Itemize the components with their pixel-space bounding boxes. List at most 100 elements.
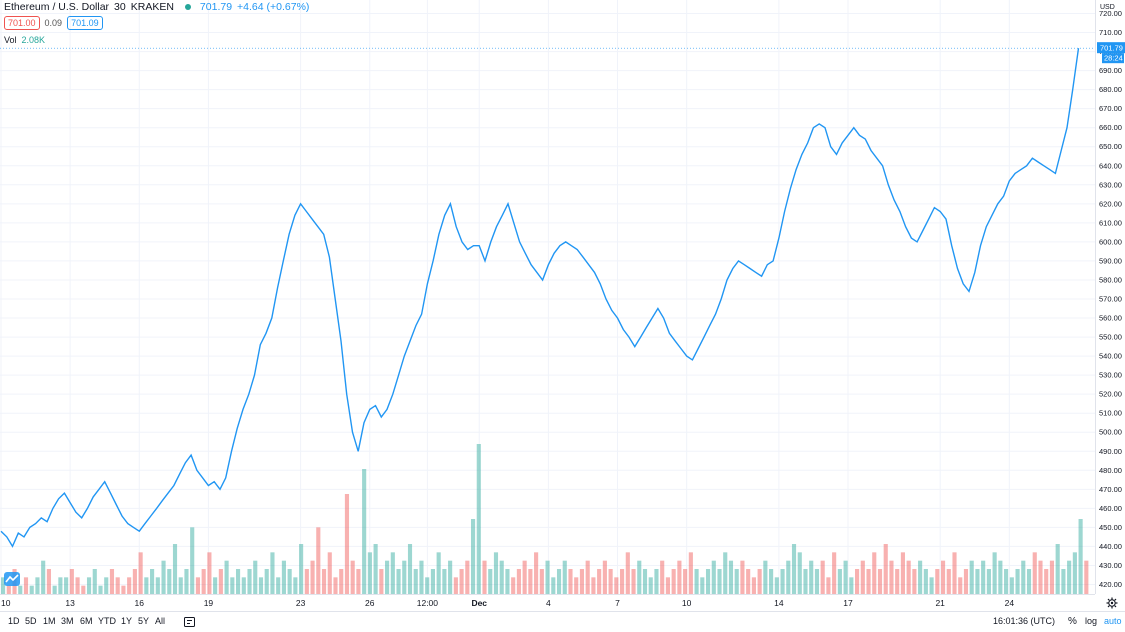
- volume-bar: [631, 569, 636, 594]
- time-tick-label: 10: [1, 598, 11, 608]
- range-5y-button[interactable]: 5Y: [138, 616, 150, 626]
- volume-bar: [29, 585, 34, 594]
- volume-bar: [900, 552, 905, 594]
- volume-bar: [906, 560, 911, 594]
- market-status-icon: [184, 4, 191, 10]
- svg-text:28:24: 28:24: [1104, 54, 1123, 63]
- price-axis[interactable]: 720.00710.00700.00690.00680.00670.00660.…: [1095, 0, 1125, 594]
- interval[interactable]: 30: [114, 1, 126, 13]
- volume-bar: [184, 569, 189, 594]
- volume-bar: [276, 577, 281, 594]
- settings-gear-icon[interactable]: [1106, 597, 1118, 609]
- volume-bar: [746, 569, 751, 594]
- range-6m-button[interactable]: 6M: [80, 616, 93, 626]
- symbol-name[interactable]: Ethereum / U.S. Dollar: [4, 1, 110, 13]
- percent-scale-toggle[interactable]: %: [1068, 616, 1077, 627]
- range-1m-button[interactable]: 1M: [43, 616, 56, 626]
- volume-bar: [482, 560, 487, 594]
- volume-bar: [104, 577, 109, 594]
- volume-bar: [797, 552, 802, 594]
- time-tick-label: 17: [843, 598, 853, 608]
- volume-bar: [218, 569, 223, 594]
- volume-label[interactable]: Vol: [4, 35, 17, 45]
- auto-scale-toggle[interactable]: auto: [1104, 616, 1122, 626]
- range-1d-button[interactable]: 1D: [8, 616, 20, 626]
- volume-bar: [316, 527, 321, 594]
- range-ytd-button[interactable]: YTD: [98, 616, 116, 626]
- time-tick-label: 21: [935, 598, 945, 608]
- volume-bar: [826, 577, 831, 594]
- range-1y-button[interactable]: 1Y: [121, 616, 133, 626]
- grid: [0, 0, 1095, 594]
- volume-bar: [1055, 544, 1060, 594]
- volume-bar: [918, 560, 923, 594]
- volume-bar: [419, 560, 424, 594]
- volume-bar: [820, 560, 825, 594]
- price-tick-label: 460.00: [1099, 504, 1122, 513]
- volume-bar: [213, 577, 218, 594]
- volume-bar: [344, 494, 350, 594]
- log-scale-toggle[interactable]: log: [1085, 616, 1098, 626]
- volume-bar: [499, 560, 504, 594]
- volume-bar: [522, 560, 527, 594]
- volume-bar: [304, 569, 309, 594]
- time-axis[interactable]: 10 13 16 19 23 26 12:00 Dec 4 7 10 14 17 21 24: [0, 594, 1095, 611]
- time-tick-label: 14: [774, 598, 784, 608]
- volume-bar: [579, 569, 585, 594]
- volume-bar: [912, 569, 917, 594]
- range-5d-button[interactable]: 5D: [25, 616, 37, 626]
- volume-value: 2.08K: [21, 35, 46, 45]
- buy-price-button[interactable]: 701.09: [67, 16, 103, 30]
- price-tick-label: 620.00: [1099, 199, 1122, 208]
- range-all-button[interactable]: All: [155, 616, 166, 626]
- volume-bar: [740, 560, 745, 594]
- volume-bar: [849, 577, 854, 594]
- volume-bar: [1044, 569, 1049, 594]
- price-tick-label: 630.00: [1099, 180, 1122, 189]
- volume-bar: [362, 469, 367, 594]
- currency-label[interactable]: USD: [1100, 4, 1115, 11]
- volume-bar: [528, 569, 533, 594]
- tradingview-logo-icon[interactable]: [4, 572, 20, 586]
- price-chart[interactable]: [0, 0, 1095, 594]
- price-tick-label: 500.00: [1099, 428, 1122, 437]
- price-tick-label: 680.00: [1099, 85, 1122, 94]
- volume-bar: [281, 560, 286, 594]
- volume-bar: [574, 577, 579, 594]
- volume-bar: [476, 444, 481, 594]
- volume-bar: [333, 577, 338, 594]
- volume-bar: [178, 577, 183, 594]
- volume-bar: [195, 577, 201, 594]
- exchange: KRAKEN: [130, 1, 174, 13]
- volume-bars: [1, 444, 1089, 594]
- time-tick-label: 13: [65, 598, 75, 608]
- volume-bar: [866, 569, 871, 594]
- volume-bar: [923, 569, 928, 594]
- volume-bar: [385, 560, 390, 594]
- price-tick-label: 650.00: [1099, 142, 1122, 151]
- volume-bar: [660, 560, 665, 594]
- price-tick-label: 580.00: [1099, 275, 1122, 284]
- volume-bar: [637, 560, 642, 594]
- range-3m-button[interactable]: 3M: [61, 616, 74, 626]
- volume-bar: [614, 577, 619, 594]
- volume-bar: [872, 552, 877, 594]
- sell-price-button[interactable]: 701.00: [4, 16, 40, 30]
- date-range-icon[interactable]: [184, 617, 195, 627]
- volume-bar: [241, 577, 246, 594]
- volume-bar: [642, 569, 648, 594]
- volume-bar: [763, 560, 768, 594]
- volume-bar: [958, 577, 963, 594]
- volume-bar: [396, 569, 401, 594]
- volume-bar: [1026, 569, 1032, 594]
- volume-bar: [98, 585, 103, 594]
- volume-bar: [516, 569, 521, 594]
- volume-bar: [207, 552, 212, 594]
- volume-bar: [299, 544, 304, 594]
- price-tick-label: 450.00: [1099, 523, 1122, 532]
- volume-bar: [694, 569, 699, 594]
- volume-bar: [470, 519, 476, 594]
- price-tick-label: 720.00: [1099, 9, 1122, 18]
- clock-timezone[interactable]: 16:01:36 (UTC): [993, 616, 1056, 626]
- volume-bar: [167, 569, 172, 594]
